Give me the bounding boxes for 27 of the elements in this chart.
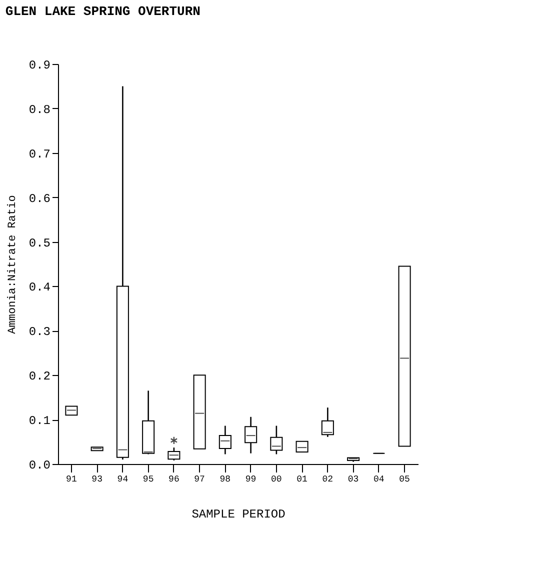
- x-tick-label: 95: [142, 474, 154, 484]
- y-tick-label: 0.2: [28, 370, 50, 384]
- y-tick-label: 0.1: [28, 414, 50, 428]
- x-tick-label: 96: [168, 474, 180, 484]
- y-tick-label: 0.7: [28, 147, 50, 162]
- y-tick-label: 0.3: [28, 325, 50, 340]
- y-tick-label: 0.0: [28, 458, 50, 472]
- y-tick-label: 0.5: [28, 236, 50, 250]
- x-tick-label: 04: [374, 474, 384, 484]
- x-tick-label: 03: [348, 474, 359, 484]
- y-tick-label: 0.6: [28, 192, 50, 206]
- x-tick-label: 99: [245, 474, 256, 484]
- x-tick-label: 93: [92, 474, 102, 484]
- x-tick-label: 01: [296, 474, 308, 484]
- y-tick-label: 0.8: [28, 102, 50, 117]
- x-tick-label: 91: [66, 474, 77, 484]
- x-tick-label: 02: [322, 474, 334, 484]
- x-axis-title: SAMPLE PERIOD: [192, 508, 286, 522]
- x-tick-label: 05: [399, 474, 410, 484]
- y-tick-label: 0.9: [28, 58, 50, 72]
- y-axis-title: Ammonia:Nitrate Ratio: [6, 195, 19, 334]
- chart-title: GLEN LAKE SPRING OVERTURN: [5, 4, 200, 19]
- x-tick-label: 97: [194, 474, 205, 484]
- x-tick-label: 94: [117, 474, 128, 484]
- y-tick-label: 0.4: [28, 280, 50, 295]
- x-tick-label: 00: [271, 474, 282, 484]
- x-tick-label: 98: [220, 474, 231, 484]
